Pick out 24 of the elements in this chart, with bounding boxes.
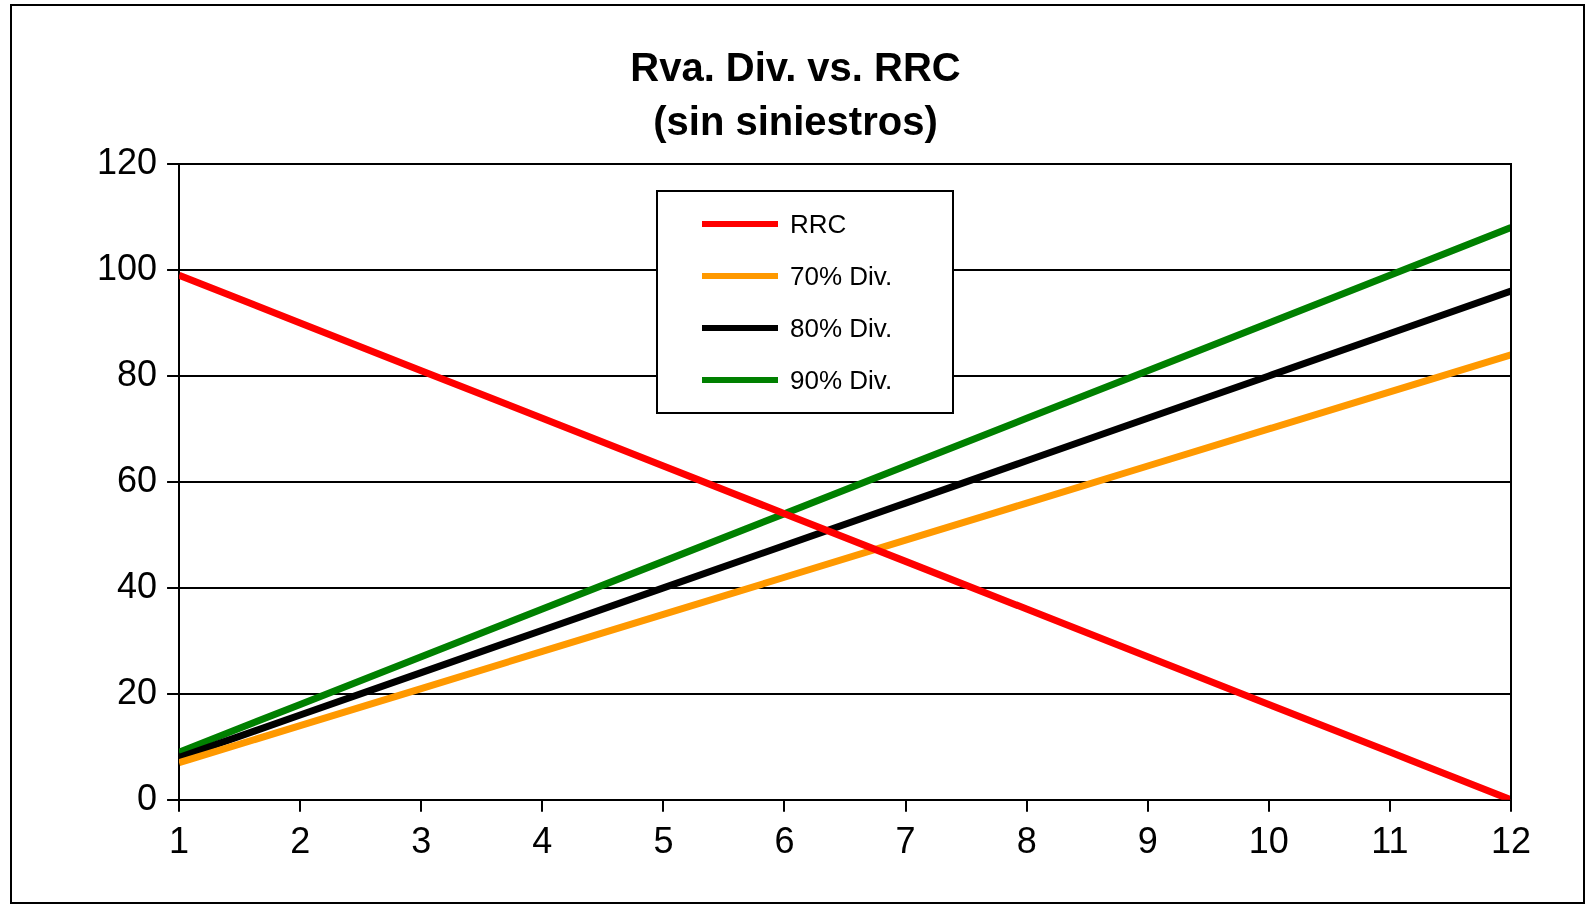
- x-tick-label: 3: [411, 820, 432, 862]
- x-tick-label: 11: [1371, 820, 1409, 862]
- legend-label: RRC: [790, 208, 847, 240]
- y-tick-label: 40: [117, 564, 158, 606]
- chart-title: Rva. Div. vs. RRC (sin siniestros): [630, 45, 961, 143]
- x-tick-label: 6: [774, 820, 795, 862]
- x-tick-label: 4: [532, 820, 553, 862]
- y-tick-label: 0: [137, 776, 158, 818]
- x-tick-label: 12: [1490, 820, 1532, 862]
- legend-label: 70% Div.: [790, 260, 893, 292]
- legend-label: 80% Div.: [790, 312, 893, 344]
- x-tick-label: 9: [1137, 820, 1158, 862]
- x-tick-label: 2: [290, 820, 311, 862]
- y-tick-label: 120: [96, 140, 158, 182]
- y-tick-label: 80: [117, 352, 158, 394]
- x-tick-label: 7: [895, 820, 916, 862]
- y-tick-label: 60: [117, 458, 158, 500]
- x-tick-label: 10: [1248, 820, 1289, 862]
- x-tick-label: 8: [1016, 820, 1037, 862]
- y-tick-label: 100: [96, 246, 158, 288]
- x-tick-label: 1: [169, 820, 190, 862]
- legend-label: 90% Div.: [790, 364, 893, 396]
- x-tick-label: 5: [653, 820, 674, 862]
- y-tick-label: 20: [117, 670, 158, 712]
